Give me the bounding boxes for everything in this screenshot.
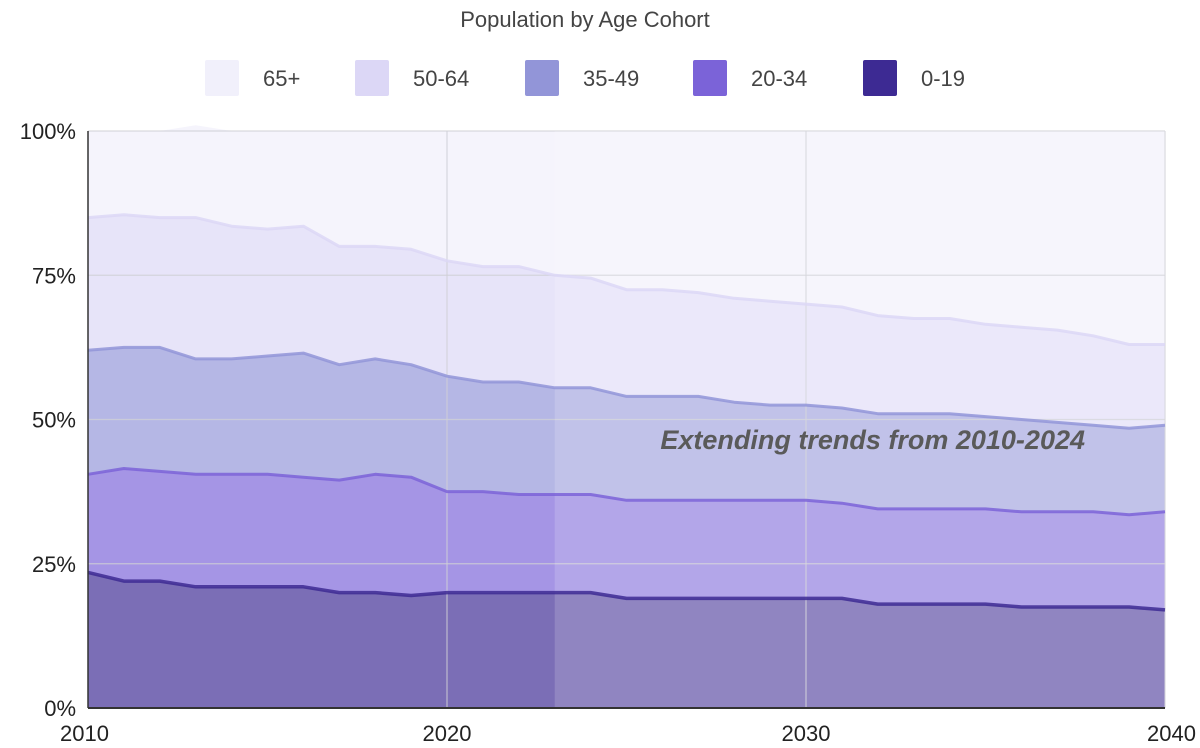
legend-label: 65+	[263, 66, 300, 91]
legend-label: 20-34	[751, 66, 807, 91]
x-tick-label: 2020	[423, 721, 472, 746]
legend-swatch	[355, 60, 389, 96]
y-tick-label: 100%	[20, 119, 76, 144]
projection-shade	[554, 131, 1165, 708]
legend-swatch	[863, 60, 897, 96]
series-line-50-64	[87, 213, 1165, 346]
legend-swatch	[205, 60, 239, 96]
legend-label: 35-49	[583, 66, 639, 91]
legend-label: 0-19	[921, 66, 965, 91]
series-line-20-34	[87, 467, 1166, 517]
area-layers	[88, 125, 1165, 708]
area-35-49	[88, 347, 1165, 515]
legend-swatch	[693, 60, 727, 96]
x-tick-label: 2040	[1147, 721, 1196, 746]
series-line-35-49	[87, 345, 1166, 430]
x-tick-label: 2030	[782, 721, 831, 746]
legend-item-0-19: 0-19	[863, 60, 965, 96]
area-65-plus	[88, 125, 1165, 345]
chart-title: Population by Age Cohort	[460, 7, 710, 32]
axes: 0% 25% 50% 75% 100% 2010 2020 2030 2040	[20, 119, 1196, 746]
y-tick-label: 50%	[32, 408, 76, 433]
y-tick-label: 25%	[32, 552, 76, 577]
trend-annotation: Extending trends from 2010-2024	[660, 425, 1085, 455]
x-tick-label: 2010	[60, 721, 109, 746]
legend-item-50-64: 50-64	[355, 60, 469, 96]
legend: 65+ 50-64 35-49 20-34 0-19	[205, 60, 965, 96]
legend-item-35-49: 35-49	[525, 60, 639, 96]
series-lines	[87, 213, 1166, 612]
legend-label: 50-64	[413, 66, 469, 91]
y-tick-label: 75%	[32, 263, 76, 288]
area-0-19	[88, 572, 1165, 708]
y-tick-label: 0%	[44, 696, 76, 721]
legend-swatch	[525, 60, 559, 96]
legend-item-65-plus: 65+	[205, 60, 300, 96]
legend-item-20-34: 20-34	[693, 60, 807, 96]
area-20-34	[88, 468, 1165, 610]
gridlines	[88, 130, 1166, 708]
area-50-64	[88, 214, 1165, 429]
series-line-0-19	[87, 570, 1166, 612]
